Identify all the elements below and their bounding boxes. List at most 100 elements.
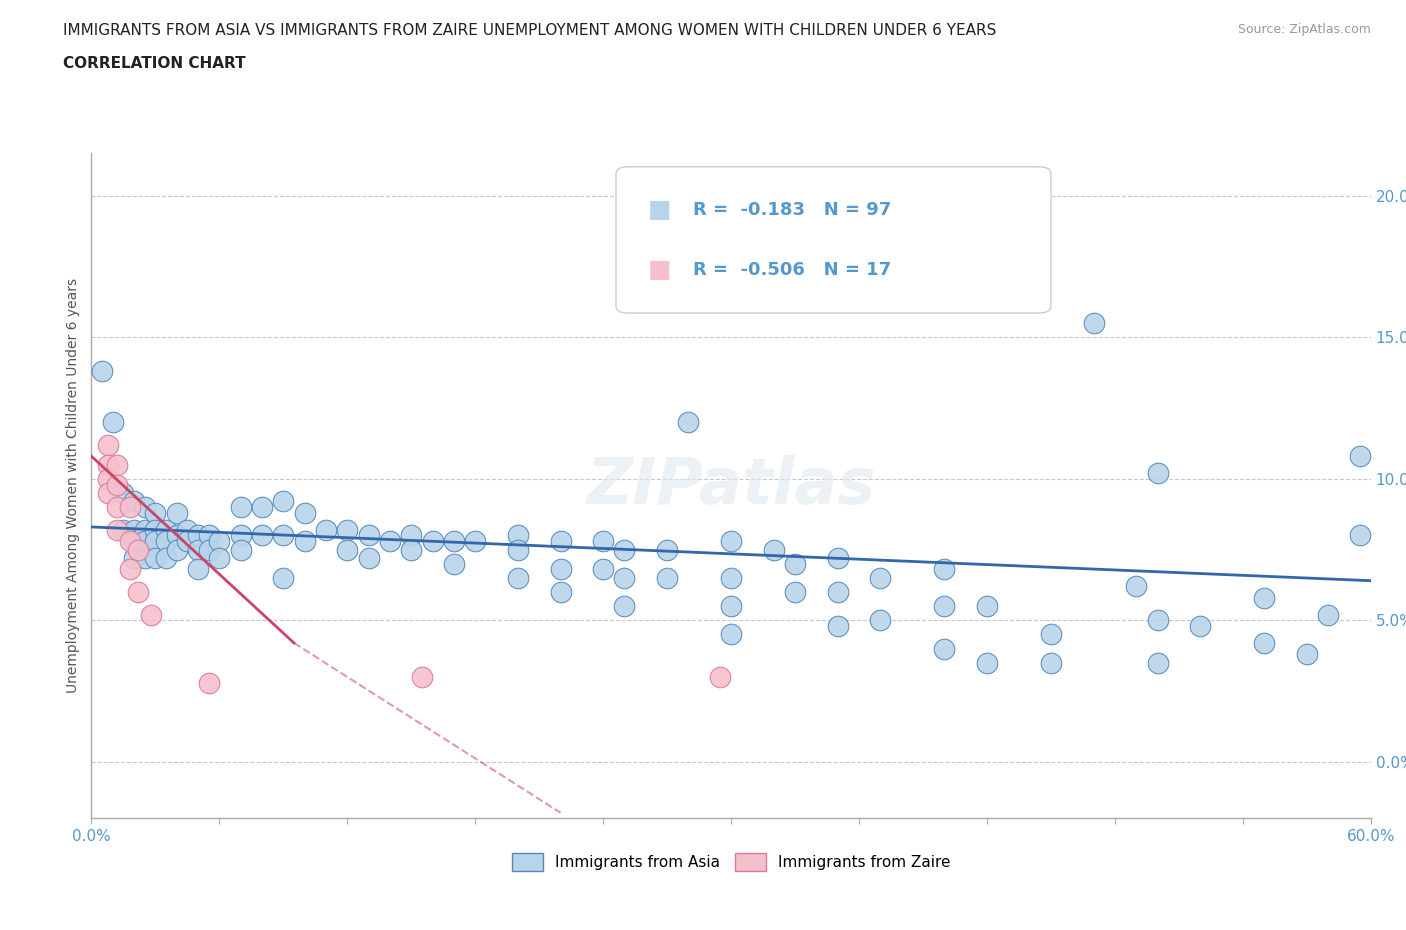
Point: [122, 523, 145, 538]
Point: [122, 494, 145, 509]
Point: [91, 364, 114, 379]
Text: ■: ■: [648, 258, 672, 282]
Point: [122, 551, 145, 565]
Legend: Immigrants from Asia, Immigrants from Zaire: Immigrants from Asia, Immigrants from Za…: [506, 846, 956, 877]
Point: [550, 534, 572, 549]
Point: [550, 585, 572, 600]
Point: [827, 585, 849, 600]
Point: [399, 542, 422, 557]
Point: [127, 585, 149, 600]
Point: [105, 477, 128, 492]
Point: [506, 528, 529, 543]
Point: [101, 415, 124, 430]
Point: [97, 472, 120, 486]
Point: [208, 534, 231, 549]
Point: [197, 675, 219, 690]
Point: [271, 570, 295, 585]
Point: [197, 528, 219, 543]
Point: [134, 551, 156, 565]
Point: [762, 542, 785, 557]
Point: [720, 599, 742, 614]
Point: [166, 542, 188, 557]
Point: [155, 523, 177, 538]
Point: [112, 485, 135, 500]
Point: [155, 551, 177, 565]
Point: [1295, 647, 1317, 662]
Point: [1317, 607, 1340, 622]
Point: [97, 437, 120, 452]
Point: [134, 534, 156, 549]
Point: [105, 499, 128, 514]
Point: [720, 534, 742, 549]
Point: [827, 551, 849, 565]
Point: [315, 523, 337, 538]
Point: [176, 523, 198, 538]
Text: ■: ■: [648, 198, 672, 222]
Point: [118, 562, 141, 577]
Point: [934, 599, 956, 614]
Point: [709, 670, 731, 684]
Point: [294, 505, 316, 520]
Point: [506, 542, 529, 557]
Point: [613, 599, 636, 614]
Point: [550, 562, 572, 577]
Point: [336, 523, 359, 538]
Point: [105, 523, 128, 538]
Point: [678, 415, 700, 430]
Point: [399, 528, 422, 543]
Text: R =  -0.506   N = 17: R = -0.506 N = 17: [693, 260, 891, 279]
Point: [613, 542, 636, 557]
Point: [592, 562, 614, 577]
Point: [229, 499, 252, 514]
Point: [271, 528, 295, 543]
Point: [1146, 656, 1168, 671]
Point: [783, 556, 806, 571]
Point: [145, 505, 166, 520]
Point: [357, 528, 380, 543]
Point: [176, 534, 198, 549]
Point: [1146, 613, 1168, 628]
Point: [869, 613, 891, 628]
Point: [250, 499, 273, 514]
Point: [97, 458, 120, 472]
Point: [464, 534, 486, 549]
Point: [506, 570, 529, 585]
Text: CORRELATION CHART: CORRELATION CHART: [63, 56, 246, 71]
Point: [336, 542, 359, 557]
Point: [1125, 579, 1147, 594]
Point: [187, 528, 209, 543]
Point: [134, 523, 156, 538]
Point: [294, 534, 316, 549]
Point: [976, 656, 998, 671]
Point: [1039, 656, 1063, 671]
Point: [1348, 528, 1371, 543]
Point: [613, 570, 636, 585]
Point: [250, 528, 273, 543]
Point: [1039, 627, 1063, 642]
Point: [229, 528, 252, 543]
Y-axis label: Unemployment Among Women with Children Under 6 years: Unemployment Among Women with Children U…: [66, 278, 80, 694]
Point: [208, 551, 231, 565]
Point: [443, 556, 465, 571]
Point: [127, 542, 149, 557]
Point: [145, 551, 166, 565]
Point: [187, 562, 209, 577]
Point: [122, 534, 145, 549]
Text: ZIPatlas: ZIPatlas: [586, 455, 876, 517]
Point: [443, 534, 465, 549]
Point: [934, 562, 956, 577]
Point: [145, 534, 166, 549]
Point: [112, 523, 135, 538]
Point: [118, 499, 141, 514]
Point: [783, 585, 806, 600]
Point: [105, 458, 128, 472]
Point: [1083, 316, 1105, 331]
Point: [655, 542, 678, 557]
Point: [197, 542, 219, 557]
Point: [1189, 618, 1212, 633]
Point: [378, 534, 401, 549]
FancyBboxPatch shape: [616, 166, 1050, 313]
Point: [166, 505, 188, 520]
Point: [357, 551, 380, 565]
Point: [869, 570, 891, 585]
